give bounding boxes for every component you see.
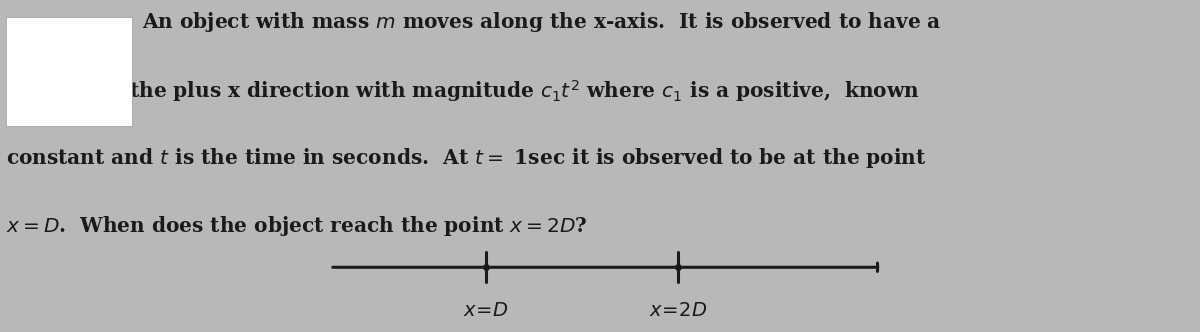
Text: $x\!=\!D$: $x\!=\!D$ <box>463 302 509 320</box>
Text: An object with mass $m$ moves along the x-axis.  It is observed to have a: An object with mass $m$ moves along the … <box>142 10 941 34</box>
Text: constant and $t$ is the time in seconds.  At $t =$ 1sec it is observed to be at : constant and $t$ is the time in seconds.… <box>6 146 926 170</box>
Text: $x = D$.  When does the object reach the point $x = 2D$?: $x = D$. When does the object reach the … <box>6 214 588 238</box>
FancyBboxPatch shape <box>6 17 132 126</box>
Text: velocity in the plus x direction with magnitude $c_1t^2$ where $c_1$ is a positi: velocity in the plus x direction with ma… <box>6 78 919 104</box>
Text: $x\!=\!2D$: $x\!=\!2D$ <box>649 302 707 320</box>
